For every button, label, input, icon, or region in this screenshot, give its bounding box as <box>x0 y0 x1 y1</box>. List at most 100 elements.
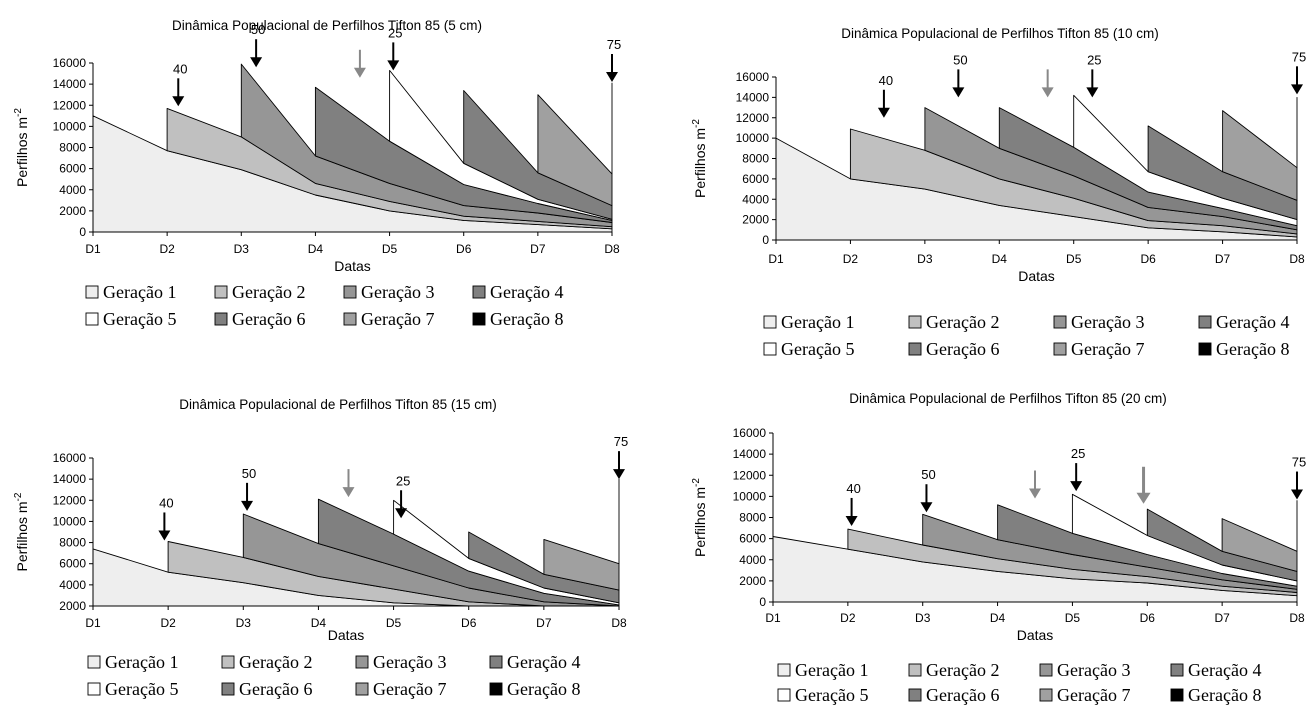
marker-arrow-head <box>613 469 625 480</box>
chart-title: Dinâmica Populacional de Perfilhos Tifto… <box>179 397 496 412</box>
y-tick-label: 16000 <box>733 426 767 440</box>
marker-arrow-head <box>241 500 254 511</box>
x-tick-label: D4 <box>990 611 1006 625</box>
y-tick-label: 8000 <box>59 536 86 550</box>
legend-label: Geração 8 <box>1188 685 1261 705</box>
chart-title: Dinâmica Populacional de Perfilhos Tifto… <box>841 26 1158 41</box>
x-tick-label: D6 <box>461 616 477 630</box>
legend-swatch <box>1198 342 1212 356</box>
legend-label: Geração 5 <box>781 339 854 359</box>
marker-arrow-head <box>1041 87 1054 98</box>
legend-label: Geração 5 <box>105 679 178 699</box>
marker-arrow-head <box>952 87 965 98</box>
legend-label: Geração 5 <box>103 309 176 329</box>
legend-swatch <box>1039 688 1053 702</box>
legend-swatch <box>763 342 777 356</box>
x-axis-label: Datas <box>334 258 371 274</box>
legend-swatch <box>1170 663 1184 677</box>
x-tick-label: D5 <box>1065 611 1081 625</box>
legend-swatch <box>87 682 101 696</box>
legend-label: Geração 4 <box>1216 312 1289 332</box>
legend-swatch <box>355 682 369 696</box>
y-tick-label: 8000 <box>742 152 769 166</box>
x-tick-label: D3 <box>236 616 252 630</box>
arrow-label: 50 <box>251 22 265 37</box>
legend-label: Geração 4 <box>490 282 563 302</box>
marker-arrow-head <box>342 487 355 498</box>
x-tick-label: D7 <box>530 242 546 256</box>
arrow-label: 25 <box>396 473 410 488</box>
chart-panel: Dinâmica Populacional de Perfilhos Tifto… <box>691 391 1306 705</box>
chart-panel: Dinâmica Populacional de Perfilhos Tifto… <box>691 26 1306 359</box>
legend-swatch <box>908 688 922 702</box>
arrow-label: 50 <box>921 467 935 482</box>
legend-label: Geração 1 <box>795 660 868 680</box>
y-tick-label: 2000 <box>742 213 769 227</box>
y-tick-label: 16000 <box>53 56 87 70</box>
y-tick-label: 16000 <box>736 70 770 84</box>
y-tick-label: 0 <box>759 595 766 609</box>
x-tick-label: D4 <box>308 242 324 256</box>
legend-swatch <box>763 315 777 329</box>
x-tick-label: D2 <box>159 242 175 256</box>
legend-label: Geração 7 <box>1057 685 1130 705</box>
arrow-label: 50 <box>242 466 256 481</box>
legend-swatch <box>214 285 228 299</box>
y-tick-label: 6000 <box>59 162 86 176</box>
y-tick-label: 6000 <box>742 172 769 186</box>
series-area <box>543 538 620 591</box>
legend-swatch <box>221 655 235 669</box>
x-axis-label: Datas <box>328 627 365 643</box>
y-tick-label: 12000 <box>53 98 87 112</box>
chart-panel: Dinâmica Populacional de Perfilhos Tifto… <box>13 397 628 699</box>
marker-arrow-head <box>1291 489 1303 500</box>
x-tick-label: D6 <box>1140 611 1156 625</box>
y-tick-label: 14000 <box>53 77 87 91</box>
legend-swatch <box>214 312 228 326</box>
legend-swatch <box>1053 342 1067 356</box>
x-tick-label: D6 <box>1140 252 1156 266</box>
y-tick-label: 4000 <box>739 553 766 567</box>
x-tick-label: D7 <box>536 616 552 630</box>
arrow-label: 75 <box>1292 49 1306 64</box>
legend-label: Geração 1 <box>105 652 178 672</box>
arrow-label: 40 <box>159 495 173 510</box>
arrow-label: 75 <box>614 434 628 449</box>
arrow-label: 25 <box>1087 52 1101 67</box>
y-tick-label: 14000 <box>53 472 87 486</box>
legend-swatch <box>777 688 791 702</box>
legend-swatch <box>87 655 101 669</box>
y-tick-label: 14000 <box>733 447 767 461</box>
y-tick-label: 8000 <box>59 141 86 155</box>
x-tick-label: D2 <box>160 616 176 630</box>
y-tick-label: 14000 <box>736 90 770 104</box>
marker-arrow-head <box>1291 84 1303 95</box>
x-tick-label: D1 <box>765 611 781 625</box>
y-tick-label: 12000 <box>53 493 87 507</box>
legend-label: Geração 6 <box>926 339 999 359</box>
legend-label: Geração 7 <box>361 309 434 329</box>
marker-arrow-head <box>920 502 933 513</box>
y-tick-label: 6000 <box>739 532 766 546</box>
legend-swatch <box>908 663 922 677</box>
legend-label: Geração 3 <box>361 282 434 302</box>
marker-arrow-head <box>172 96 185 107</box>
x-tick-label: D5 <box>1066 252 1082 266</box>
y-tick-label: 4000 <box>59 578 86 592</box>
arrow-label: 25 <box>388 25 402 40</box>
y-tick-label: 4000 <box>742 192 769 206</box>
legend-label: Geração 2 <box>239 652 312 672</box>
y-tick-label: 2000 <box>59 204 86 218</box>
x-tick-label: D7 <box>1214 611 1230 625</box>
marker-arrow-head <box>387 60 400 71</box>
legend-label: Geração 8 <box>1216 339 1289 359</box>
marker-arrow-head <box>606 72 618 83</box>
arrow-label: 75 <box>607 37 621 52</box>
legend-label: Geração 7 <box>1071 339 1144 359</box>
arrow-label: 40 <box>173 61 187 76</box>
x-tick-label: D7 <box>1215 252 1231 266</box>
x-tick-label: D1 <box>85 242 101 256</box>
y-tick-label: 2000 <box>59 599 86 613</box>
y-tick-label: 0 <box>762 233 769 247</box>
